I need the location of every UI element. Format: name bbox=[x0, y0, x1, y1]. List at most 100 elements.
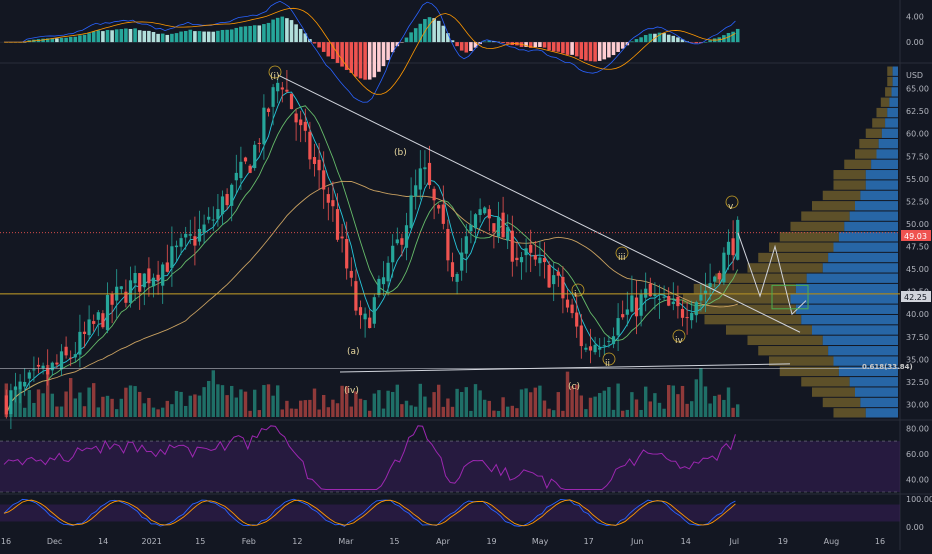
macd-histogram-bar bbox=[225, 29, 229, 43]
volume-bar bbox=[285, 400, 289, 417]
volume-bar bbox=[418, 383, 422, 417]
candle-body bbox=[372, 297, 376, 324]
volume-bar bbox=[59, 406, 64, 417]
candle-body bbox=[13, 386, 18, 390]
macd-histogram-bar bbox=[78, 35, 82, 43]
candle-body bbox=[570, 304, 574, 314]
macd-histogram-bar bbox=[41, 38, 45, 43]
volume-bar bbox=[464, 387, 468, 417]
macd-histogram-bar bbox=[367, 42, 372, 80]
volume-bar bbox=[271, 395, 275, 417]
candle-body bbox=[46, 367, 50, 375]
volume-bar bbox=[211, 370, 215, 417]
macd-histogram-bar bbox=[266, 22, 271, 43]
volume-bar bbox=[358, 398, 363, 417]
candle-body bbox=[266, 108, 271, 112]
volume-bar bbox=[262, 385, 266, 417]
candle-body bbox=[368, 317, 372, 329]
volume-bar bbox=[340, 385, 344, 417]
candle-body bbox=[496, 217, 501, 237]
macd-histogram-bar bbox=[160, 33, 165, 43]
candle-body bbox=[556, 271, 560, 276]
macd-histogram-bar bbox=[331, 42, 335, 59]
volume-bar bbox=[639, 409, 643, 417]
candle-body bbox=[294, 113, 298, 123]
volume-bar bbox=[607, 387, 611, 417]
volume-bar bbox=[423, 396, 427, 417]
candle-body bbox=[73, 354, 77, 358]
currency-label: USD bbox=[906, 71, 923, 80]
wave-circle bbox=[615, 246, 629, 260]
macd-histogram-bar bbox=[418, 23, 423, 43]
macd-histogram-bar bbox=[584, 42, 588, 61]
wave-label-a: (a) bbox=[347, 347, 360, 357]
macd-histogram-bar bbox=[363, 42, 367, 80]
macd-histogram-bar bbox=[588, 42, 593, 62]
candle-body bbox=[736, 219, 740, 260]
volume-bar bbox=[230, 385, 234, 417]
volume-bar bbox=[188, 395, 192, 417]
volume-bar bbox=[483, 399, 487, 417]
volume-bar bbox=[110, 398, 114, 417]
macd-histogram-bar bbox=[648, 33, 653, 43]
volume-bar bbox=[23, 407, 27, 417]
stoch-tick-label: 0.00 bbox=[906, 523, 924, 532]
candle-body bbox=[303, 121, 307, 131]
profile-row-up bbox=[849, 377, 898, 387]
price-tick-label: 45.00 bbox=[906, 265, 929, 274]
volume-bar bbox=[446, 398, 450, 417]
profile-row-up bbox=[865, 170, 898, 180]
macd-histogram-bar bbox=[423, 19, 427, 43]
candle-body bbox=[432, 188, 436, 201]
candle-body bbox=[386, 262, 390, 282]
support-line bbox=[339, 363, 791, 373]
macd-histogram-bar bbox=[156, 33, 160, 43]
candle-body bbox=[400, 238, 404, 245]
macd-histogram-bar bbox=[151, 32, 156, 43]
macd-histogram-bar bbox=[492, 41, 496, 43]
candle-body bbox=[216, 209, 220, 220]
profile-row-down bbox=[758, 346, 829, 356]
profile-row-up bbox=[876, 149, 898, 159]
macd-histogram-bar bbox=[450, 40, 455, 43]
time-tick-label: Aug bbox=[824, 537, 840, 546]
volume-bar bbox=[257, 410, 261, 417]
candle-body bbox=[529, 244, 533, 253]
wave-label-iv-old: (iv) bbox=[344, 386, 359, 396]
macd-histogram-bar bbox=[165, 34, 170, 43]
wave-label-ii: ii bbox=[605, 359, 610, 369]
candle-body bbox=[395, 239, 399, 244]
candle-body bbox=[358, 307, 363, 316]
volume-bar bbox=[496, 410, 501, 417]
volume-bar bbox=[685, 403, 689, 417]
candle-body bbox=[414, 185, 418, 197]
candle-body bbox=[510, 230, 514, 262]
profile-row-up bbox=[838, 366, 898, 377]
macd-histogram-bar bbox=[183, 30, 188, 43]
volume-bar bbox=[395, 384, 399, 417]
profile-row-down bbox=[887, 76, 893, 87]
profile-row-down bbox=[872, 118, 886, 128]
candle-body bbox=[326, 194, 330, 203]
volume-bar bbox=[460, 392, 464, 417]
macd-histogram-bar bbox=[133, 28, 137, 43]
candle-body bbox=[717, 272, 721, 280]
volume-bar bbox=[469, 410, 473, 417]
candle-body bbox=[671, 301, 675, 305]
profile-row-down bbox=[880, 97, 890, 107]
profile-row-down bbox=[704, 314, 802, 325]
candle-body bbox=[27, 372, 31, 379]
candle-body bbox=[611, 336, 616, 345]
profile-row-down bbox=[887, 66, 893, 76]
candle-body bbox=[625, 309, 629, 315]
profile-row-up bbox=[860, 190, 898, 201]
profile-row-down bbox=[833, 180, 866, 190]
volume-bar bbox=[170, 404, 174, 417]
volume-bar bbox=[36, 389, 41, 417]
time-tick-label: 14 bbox=[98, 537, 108, 546]
candle-body bbox=[211, 219, 215, 221]
macd-histogram-bar bbox=[110, 30, 114, 43]
macd-histogram-bar bbox=[469, 42, 473, 51]
profile-row-up bbox=[838, 232, 898, 242]
